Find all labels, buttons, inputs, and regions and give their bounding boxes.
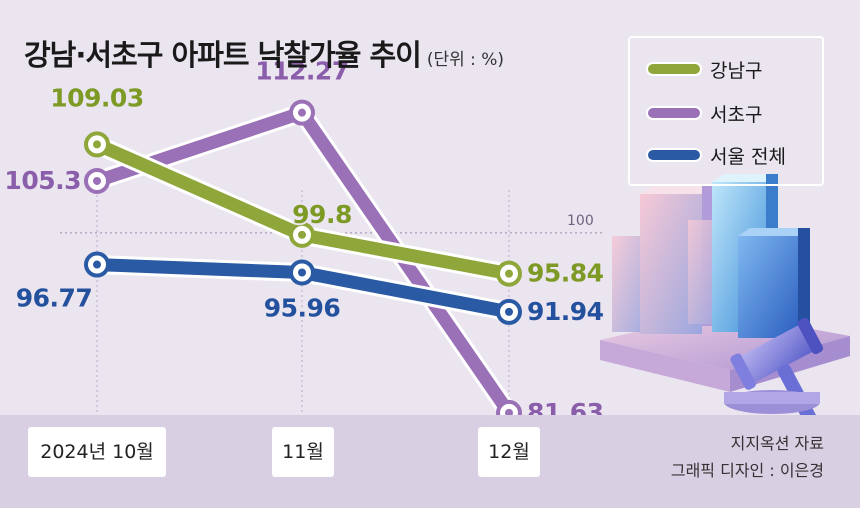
legend-label: 서초구 [710, 104, 763, 126]
data-label-seoul: 95.96 [264, 293, 341, 322]
series-markers [84, 99, 522, 426]
legend-swatch [646, 148, 702, 162]
marker-dot-gangnam [298, 230, 306, 239]
data-label-seoul: 96.77 [16, 284, 93, 313]
marker-dot-gangnam [505, 269, 513, 278]
marker-dot-seocho [505, 408, 513, 417]
reference-line-label: 100 [567, 213, 594, 229]
marker-dot-seoul [505, 307, 513, 316]
x-tick-label: 12월 [478, 427, 540, 477]
unit-label: (단위 : %) [426, 50, 505, 70]
marker-dot-seocho [93, 176, 101, 185]
x-tick-label: 11월 [272, 427, 334, 477]
data-label-seoul: 91.94 [527, 297, 604, 326]
marker-dot-seoul [298, 268, 306, 277]
legend-label: 강남구 [710, 60, 763, 82]
x-tick-label: 2024년 10월 [28, 427, 166, 477]
marker-dot-seocho [298, 108, 306, 117]
marker-dot-seoul [93, 260, 101, 269]
chart-title: 강남·서초구 아파트 낙찰가율 추이 [24, 38, 422, 72]
legend-swatch [646, 106, 702, 120]
data-label-gangnam: 95.84 [527, 259, 604, 288]
legend-swatch [646, 62, 702, 76]
data-label-gangnam: 99.8 [292, 200, 352, 229]
data-label-seocho: 112.27 [255, 57, 348, 86]
data-label-gangnam: 109.03 [50, 83, 143, 112]
source-credit: 지지옥션 자료 [730, 434, 824, 453]
data-label-seocho: 105.3 [4, 166, 81, 195]
marker-dot-gangnam [93, 140, 101, 149]
designer-credit: 그래픽 디자인 : 이은경 [670, 461, 824, 480]
page-title: 강남·서초구 아파트 낙찰가율 추이 (단위 : %) [24, 32, 504, 74]
building-illustration [600, 174, 850, 430]
legend-label: 서울 전체 [710, 146, 786, 168]
